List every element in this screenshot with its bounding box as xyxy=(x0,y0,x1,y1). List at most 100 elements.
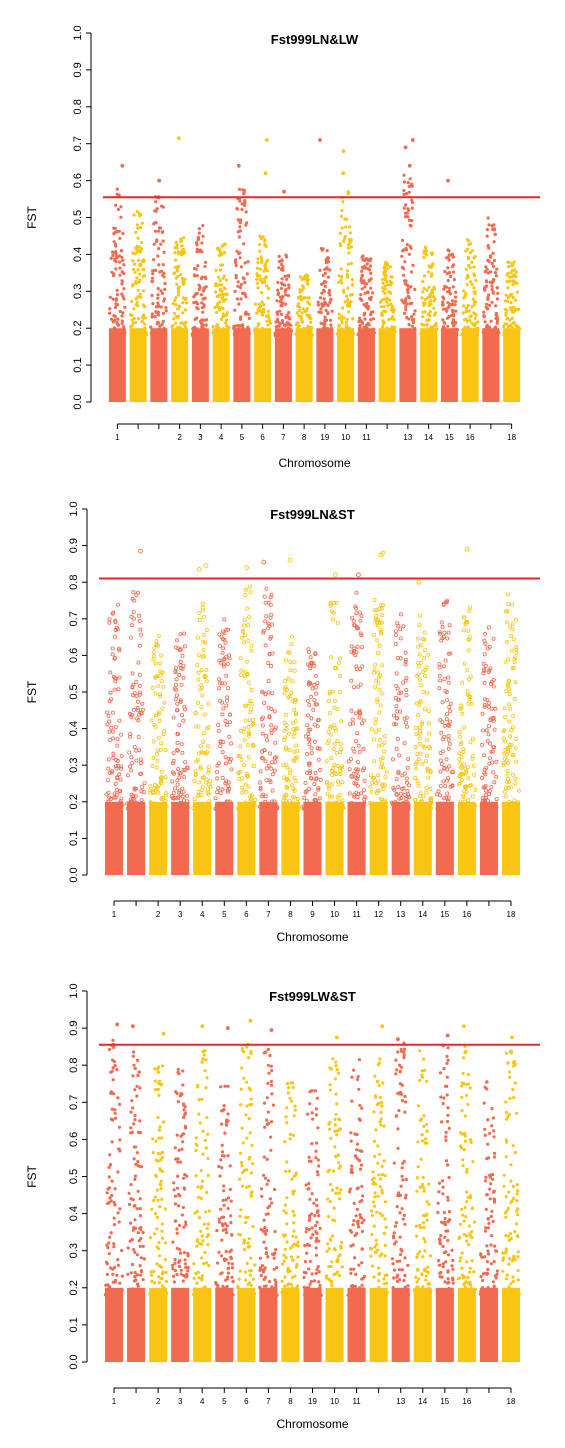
snp-point xyxy=(226,333,230,337)
snp-point xyxy=(291,787,296,792)
snp-point xyxy=(267,714,272,719)
snp-point xyxy=(278,309,282,313)
snp-point xyxy=(134,800,139,805)
snp-point xyxy=(112,1059,116,1064)
snp-point xyxy=(314,1149,318,1153)
snp-point xyxy=(462,725,467,730)
snp-point xyxy=(149,718,154,723)
snp-point xyxy=(505,760,510,765)
snp-point xyxy=(269,802,274,807)
snp-point xyxy=(129,755,134,760)
snp-point xyxy=(333,1077,337,1081)
snp-point xyxy=(275,299,279,303)
snp-point xyxy=(428,795,433,800)
snp-point xyxy=(269,730,274,735)
snp-point xyxy=(404,203,408,207)
snp-point xyxy=(355,795,360,800)
snp-point xyxy=(141,1244,145,1248)
snp-point xyxy=(309,320,313,324)
snp-point xyxy=(270,1083,274,1087)
snp-point xyxy=(406,783,411,788)
snp-point xyxy=(117,229,121,233)
snp-point xyxy=(416,713,421,718)
snp-point xyxy=(176,1067,180,1071)
chromosome-bar xyxy=(233,328,251,402)
snp-point xyxy=(490,716,495,721)
snp-point xyxy=(135,1094,139,1098)
snp-point xyxy=(197,617,202,622)
snp-point xyxy=(501,736,506,741)
snp-point xyxy=(112,1216,116,1220)
snp-point xyxy=(258,1286,262,1290)
snp-point xyxy=(506,286,510,290)
snp-point xyxy=(475,320,479,324)
snp-point xyxy=(179,803,184,808)
snp-point xyxy=(243,261,247,265)
snp-point xyxy=(438,717,443,722)
snp-point xyxy=(285,1293,289,1297)
snp-point xyxy=(317,334,321,338)
snp-point xyxy=(270,1201,274,1205)
snp-point xyxy=(259,1273,263,1278)
snp-point xyxy=(240,1293,244,1297)
snp-point xyxy=(140,240,144,245)
snp-point xyxy=(337,690,342,695)
snp-point xyxy=(322,329,327,333)
snp-point xyxy=(404,192,409,196)
snp-point xyxy=(194,1142,198,1146)
snp-point xyxy=(424,249,429,253)
snp-point xyxy=(318,268,322,272)
snp-point xyxy=(180,794,185,799)
snp-point xyxy=(503,794,508,799)
snp-point xyxy=(443,269,447,274)
snp-point xyxy=(293,711,298,716)
snp-point xyxy=(220,296,224,300)
snp-point xyxy=(111,1272,115,1276)
snp-point xyxy=(285,1121,289,1125)
snp-point xyxy=(217,1217,221,1221)
snp-point xyxy=(367,800,372,805)
snp-point xyxy=(420,296,424,300)
snp-point xyxy=(231,1279,235,1284)
snp-point xyxy=(447,623,452,628)
snp-point xyxy=(238,1177,242,1181)
y-tick-label: 0.6 xyxy=(72,173,84,188)
snp-point xyxy=(348,1190,352,1194)
snp-point xyxy=(360,321,364,325)
outlier-point xyxy=(138,548,143,554)
snp-point xyxy=(404,803,409,808)
snp-point xyxy=(138,632,143,637)
snp-point xyxy=(158,1125,162,1129)
snp-point xyxy=(374,608,379,613)
snp-point xyxy=(197,287,201,291)
snp-point xyxy=(350,283,354,287)
snp-point xyxy=(301,804,306,809)
snp-point xyxy=(359,633,364,638)
snp-point xyxy=(131,1287,135,1291)
snp-point xyxy=(246,1282,250,1286)
snp-point xyxy=(441,318,445,322)
snp-point xyxy=(307,769,312,774)
snp-point xyxy=(283,735,288,740)
snp-point xyxy=(428,768,433,773)
snp-point xyxy=(400,238,405,242)
snp-point xyxy=(227,720,232,725)
snp-point xyxy=(246,325,250,329)
snp-point xyxy=(473,316,477,320)
snp-point xyxy=(507,779,512,784)
snp-point xyxy=(135,705,140,710)
snp-point xyxy=(242,201,247,205)
y-axis-title: FST xyxy=(25,680,39,703)
snp-point xyxy=(257,780,262,785)
snp-point xyxy=(461,311,465,315)
snp-point xyxy=(199,1186,203,1190)
snp-point xyxy=(222,1154,226,1158)
snp-point xyxy=(155,322,159,326)
snp-point xyxy=(290,679,295,684)
snp-point xyxy=(218,287,222,291)
snp-point xyxy=(136,1293,140,1297)
snp-point xyxy=(328,732,333,737)
snp-point xyxy=(161,239,165,243)
snp-point xyxy=(443,600,448,605)
snp-point xyxy=(454,290,458,294)
